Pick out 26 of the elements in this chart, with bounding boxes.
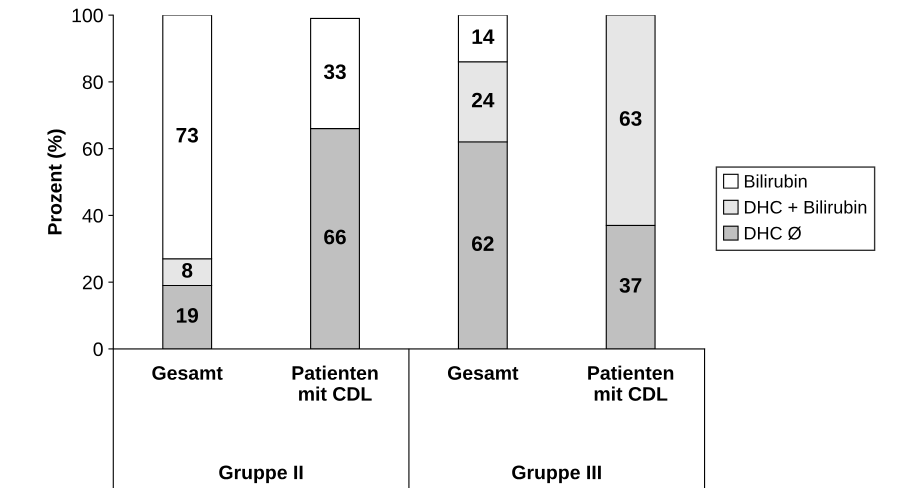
legend-label: DHC Ø [744,226,802,240]
y-tick-label: 20 [82,276,103,290]
x-tick-label: Patienten mit CDL [292,366,378,401]
x-tick-label: Gesamt [152,366,223,380]
text: Gruppe II [219,466,302,484]
data-label: 63 [620,111,642,126]
y-axis-title: Prozent (%) [47,130,66,234]
data-label: 14 [472,30,494,44]
data-label: 66 [324,230,346,244]
y-tick-label: 100 [72,8,103,22]
x-tick-label: Gesamt [448,366,518,380]
data-label: 37 [620,278,642,293]
legend-label: Bilirubin [744,174,807,188]
data-label: 73 [176,128,198,143]
y-tick-label: 40 [82,208,103,223]
y-tick-label: 60 [82,142,103,156]
data-label: 33 [324,64,346,80]
data-label: 8 [182,262,192,278]
x-tick-label: Patienten mit CDL [588,366,674,401]
data-label: 24 [472,92,494,108]
legend-label: DHC + Bilirubin [744,200,866,214]
y-tick-label: 80 [82,75,103,90]
data-label: 62 [472,236,494,252]
y-tick-label: 0 [94,342,103,356]
text: Gruppe III [512,466,601,484]
data-label: 19 [176,308,198,323]
